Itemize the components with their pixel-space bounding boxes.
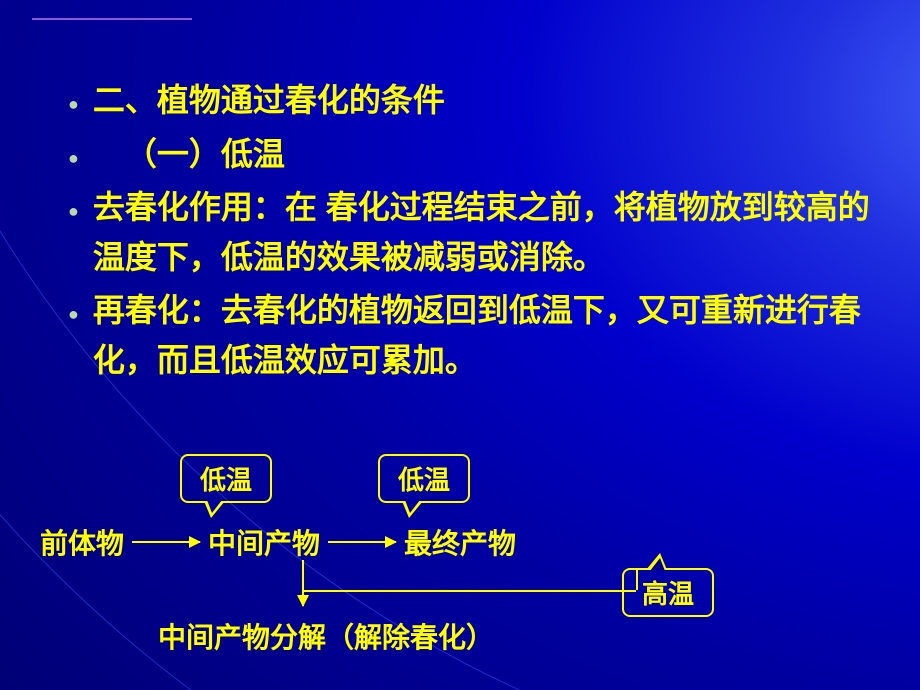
node-final: 最终产物 [404,522,516,562]
callout-tail-icon [646,553,667,570]
arrow-right-icon [132,541,200,543]
callout-tail-icon [402,501,423,518]
node-decomposed: 中间产物分解（解除春化） [158,616,494,656]
callout-low-temp-1: 低温 [180,454,272,503]
bullet-text: （一）低温 [93,130,880,180]
bullet-icon: ● [68,145,79,173]
callout-tail-icon [204,501,225,518]
flow-row: 前体物 中间产物 最终产物 [40,522,516,562]
callout-label: 低温 [200,465,252,495]
callout-label: 高温 [642,579,694,609]
bullet-icon: ● [68,301,79,329]
bullet-icon: ● [68,198,79,226]
bullet-text: 再春化：去春化的植物返回到低温下，又可重新进行春化，而且低温效应可累加。 [93,286,880,385]
bullet-text: 去春化作用：在 春化过程结束之前，将植物放到较高的温度下，低温的效果被减弱或消除… [93,183,880,282]
bullet-item: ● 二、植物通过春化的条件 [68,76,880,126]
bullet-item: ● （一）低温 [68,130,880,180]
node-intermediate: 中间产物 [208,522,320,562]
bullet-item: ● 去春化作用：在 春化过程结束之前，将植物放到较高的温度下，低温的效果被减弱或… [68,183,880,282]
bullet-item: ● 再春化：去春化的植物返回到低温下，又可重新进行春化，而且低温效应可累加。 [68,286,880,385]
callout-label: 低温 [398,465,450,495]
callout-high-temp: 高温 [622,568,714,617]
node-precursor: 前体物 [40,522,124,562]
decorative-topline [32,18,192,20]
bullet-text: 二、植物通过春化的条件 [93,76,880,126]
bullet-icon: ● [68,91,79,119]
slide-body: ● 二、植物通过春化的条件 ● （一）低温 ● 去春化作用：在 春化过程结束之前… [68,76,880,390]
arrow-down-icon [302,560,304,606]
arrow-right-icon [328,541,396,543]
callout-low-temp-2: 低温 [378,454,470,503]
connector-line [304,590,636,592]
